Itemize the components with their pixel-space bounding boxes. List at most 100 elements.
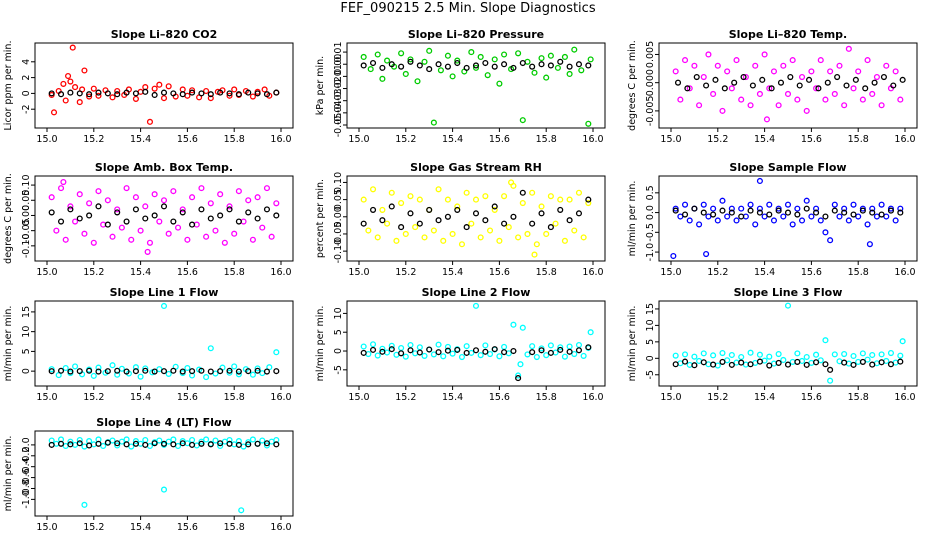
data-point: [440, 237, 447, 244]
data-point: [728, 205, 735, 212]
data-point: [360, 343, 367, 350]
reference-point: [691, 362, 698, 369]
reference-point: [189, 441, 196, 448]
data-point: [831, 90, 838, 98]
y-tick-label: -0.05: [333, 222, 344, 247]
data-point: [822, 96, 829, 103]
x-tick-label: 15.8: [536, 392, 557, 403]
reference-point: [235, 368, 242, 375]
panel-10: Slope Line 4 (LT) Flow 15.0 15.2 15.4 15.6 15…: [3, 416, 294, 533]
reference-point: [841, 359, 848, 366]
reference-point: [235, 218, 242, 225]
reference-point: [435, 61, 442, 68]
data-point: [109, 362, 116, 369]
data-point: [109, 437, 116, 444]
data-point: [249, 93, 256, 100]
reference-point: [768, 85, 775, 92]
data-point: [869, 205, 876, 212]
data-point: [761, 357, 768, 364]
data-point: [496, 80, 503, 87]
data-point: [878, 201, 885, 208]
reference-point: [529, 63, 536, 70]
x-tick-label: 15.0: [660, 392, 681, 403]
data-point: [231, 230, 238, 237]
data-point: [142, 436, 149, 444]
x-tick-label: 15.0: [36, 392, 57, 403]
reference-point: [226, 90, 233, 97]
y-axis-title: ml/min per min.: [627, 181, 638, 257]
reference-point: [435, 217, 442, 224]
data-point: [714, 62, 721, 69]
data-point: [123, 436, 130, 443]
data-point: [710, 352, 717, 359]
reference-point: [519, 189, 526, 196]
data-point: [142, 365, 149, 372]
data-point: [384, 57, 391, 64]
data-point: [72, 218, 79, 225]
data-point: [128, 443, 135, 450]
data-point: [412, 224, 419, 231]
reference-point: [57, 440, 65, 447]
data-point: [50, 109, 58, 116]
data-point: [505, 224, 512, 231]
panel-3: Slope Li–820 Temp. 15.0 15.2 15.4 15.6 15.8 16…: [627, 28, 918, 145]
data-point: [850, 352, 857, 360]
reference-point: [703, 82, 710, 89]
data-point: [719, 107, 726, 114]
reference-point: [86, 442, 93, 449]
data-point: [165, 370, 172, 377]
data-point: [67, 203, 74, 210]
reference-point: [681, 211, 689, 218]
data-point: [831, 201, 838, 208]
data-point: [114, 206, 121, 213]
x-tick-label: 15.6: [489, 134, 510, 145]
reference-point: [207, 441, 214, 448]
x-tick-label: 15.6: [177, 522, 198, 533]
data-point: [114, 371, 121, 378]
y-axis-title: degrees C per min.: [627, 40, 638, 131]
data-point: [529, 343, 536, 350]
data-point: [813, 351, 820, 358]
data-point: [719, 349, 726, 357]
data-point: [379, 206, 386, 213]
data-point: [430, 119, 437, 126]
x-tick-label: 15.6: [489, 392, 510, 403]
data-point: [756, 351, 763, 358]
reference-point: [794, 211, 801, 218]
data-point: [90, 85, 97, 92]
data-point: [864, 356, 871, 363]
data-point: [367, 66, 374, 73]
data-point: [365, 350, 372, 358]
reference-point: [67, 89, 74, 96]
reference-point: [245, 441, 252, 448]
reference-point: [806, 76, 813, 83]
reference-point: [379, 217, 386, 224]
data-point: [109, 94, 116, 101]
reference-point: [273, 89, 280, 96]
data-point: [585, 120, 592, 127]
data-point: [836, 213, 843, 220]
data-point: [700, 350, 707, 357]
data-point: [137, 373, 144, 380]
data-point: [402, 353, 409, 360]
data-point: [430, 227, 437, 234]
data-point: [170, 436, 177, 443]
y-tick-label: 0: [21, 368, 32, 374]
reference-point: [226, 440, 233, 447]
data-point: [235, 371, 242, 378]
data-point: [878, 351, 885, 358]
data-point: [245, 439, 252, 446]
data-point: [733, 57, 740, 64]
data-point: [859, 350, 866, 357]
reference-point: [822, 213, 829, 220]
reference-point: [57, 367, 65, 374]
data-point: [538, 55, 545, 62]
y-tick-label: -0.2: [21, 447, 32, 466]
data-point: [501, 193, 508, 200]
data-point: [60, 80, 67, 87]
data-point: [752, 221, 759, 228]
data-point: [496, 353, 503, 360]
reference-point: [407, 58, 414, 65]
data-point: [379, 345, 386, 352]
data-point: [724, 213, 731, 220]
